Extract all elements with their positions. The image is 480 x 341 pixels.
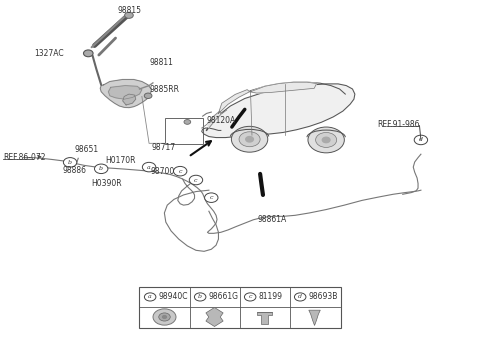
Circle shape: [308, 127, 344, 153]
Circle shape: [231, 127, 268, 152]
Circle shape: [159, 313, 170, 321]
Polygon shape: [100, 79, 152, 108]
Polygon shape: [207, 111, 221, 128]
Circle shape: [163, 316, 167, 318]
Text: 98120A: 98120A: [206, 116, 236, 125]
Text: 1327AC: 1327AC: [34, 49, 64, 58]
Text: 98815: 98815: [118, 6, 142, 15]
Text: c: c: [210, 195, 213, 200]
Circle shape: [414, 135, 428, 145]
Polygon shape: [108, 86, 142, 99]
Text: H0390R: H0390R: [92, 179, 122, 188]
Circle shape: [189, 175, 203, 185]
Text: b: b: [198, 294, 202, 299]
Circle shape: [144, 293, 156, 301]
Circle shape: [153, 309, 176, 325]
Text: 98661G: 98661G: [209, 293, 239, 301]
Circle shape: [173, 166, 187, 176]
Text: b: b: [99, 166, 103, 171]
Polygon shape: [206, 308, 223, 326]
FancyBboxPatch shape: [139, 287, 340, 328]
Text: 98811: 98811: [149, 58, 173, 67]
Polygon shape: [257, 312, 272, 324]
Circle shape: [144, 93, 152, 99]
Polygon shape: [309, 310, 320, 325]
Circle shape: [143, 162, 156, 172]
Text: 98717: 98717: [151, 143, 176, 152]
Circle shape: [84, 50, 93, 57]
Text: H0170R: H0170R: [105, 156, 135, 165]
Text: c: c: [179, 169, 182, 174]
Text: REF.86-072: REF.86-072: [3, 153, 46, 162]
FancyBboxPatch shape: [165, 118, 203, 144]
Circle shape: [239, 132, 260, 147]
Circle shape: [294, 293, 306, 301]
Circle shape: [323, 137, 330, 143]
Polygon shape: [218, 90, 250, 114]
Text: 98693B: 98693B: [309, 293, 338, 301]
Polygon shape: [202, 84, 355, 137]
Circle shape: [184, 120, 191, 124]
Text: d: d: [298, 294, 302, 299]
Text: 98940C: 98940C: [159, 293, 188, 301]
Text: 81199: 81199: [259, 293, 283, 301]
Text: 98861A: 98861A: [258, 215, 287, 224]
Circle shape: [63, 158, 77, 167]
Text: 98886: 98886: [63, 166, 87, 175]
Text: c: c: [249, 294, 252, 299]
Circle shape: [244, 293, 256, 301]
Circle shape: [246, 136, 253, 142]
Text: REF.91-986: REF.91-986: [377, 120, 420, 129]
Circle shape: [125, 12, 133, 18]
Polygon shape: [123, 94, 136, 105]
Circle shape: [316, 132, 336, 147]
Text: d: d: [419, 137, 423, 143]
Text: a: a: [147, 165, 151, 169]
Circle shape: [95, 164, 108, 174]
Text: b: b: [68, 160, 72, 165]
Text: 9885RR: 9885RR: [149, 85, 179, 94]
Text: c: c: [194, 178, 198, 182]
Text: 98651: 98651: [75, 145, 99, 154]
Circle shape: [204, 193, 218, 203]
Circle shape: [194, 293, 206, 301]
Polygon shape: [250, 82, 317, 93]
Text: 98700: 98700: [150, 167, 175, 176]
Text: a: a: [148, 294, 152, 299]
